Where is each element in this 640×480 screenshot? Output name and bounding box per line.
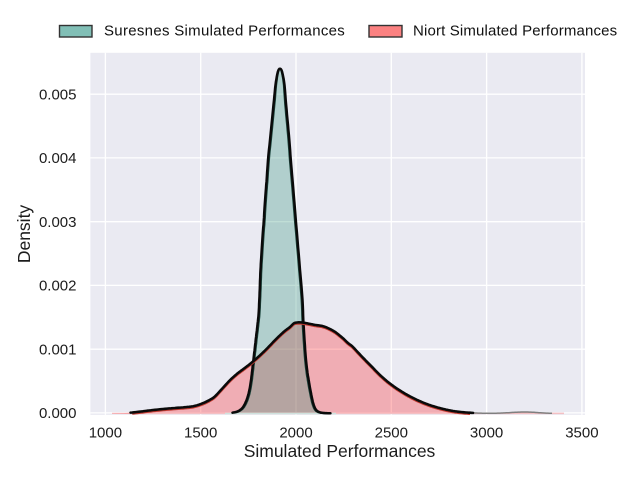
svg-text:Simulated Performances: Simulated Performances bbox=[244, 441, 436, 461]
svg-text:3000: 3000 bbox=[470, 424, 503, 441]
svg-text:1000: 1000 bbox=[89, 424, 122, 441]
svg-text:0.000: 0.000 bbox=[39, 405, 77, 422]
svg-text:Niort Simulated Performances: Niort Simulated Performances bbox=[413, 23, 617, 40]
svg-text:0.003: 0.003 bbox=[39, 214, 77, 231]
svg-text:0.004: 0.004 bbox=[39, 150, 77, 167]
svg-text:Density: Density bbox=[14, 205, 34, 264]
svg-text:2000: 2000 bbox=[279, 424, 312, 441]
svg-text:0.001: 0.001 bbox=[39, 342, 77, 359]
svg-text:Suresnes Simulated Performance: Suresnes Simulated Performances bbox=[104, 23, 345, 40]
svg-text:2500: 2500 bbox=[375, 424, 408, 441]
svg-text:3500: 3500 bbox=[565, 424, 598, 441]
svg-text:1500: 1500 bbox=[184, 424, 217, 441]
svg-text:0.005: 0.005 bbox=[39, 87, 77, 104]
svg-text:0.002: 0.002 bbox=[39, 278, 77, 295]
